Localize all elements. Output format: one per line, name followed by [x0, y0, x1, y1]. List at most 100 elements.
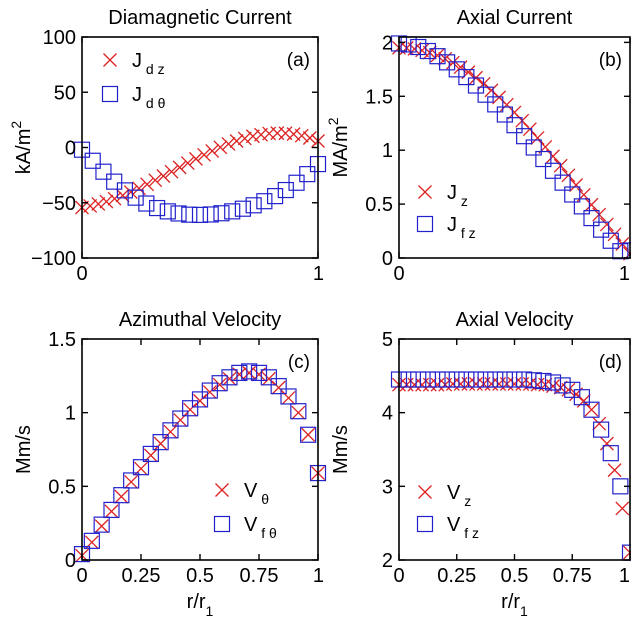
- data-point: [197, 147, 212, 162]
- data-point: [180, 156, 195, 171]
- axes-frame: [398, 36, 631, 259]
- data-point: [458, 69, 475, 86]
- y-tick-label: 0: [382, 248, 393, 270]
- data-point: [506, 117, 523, 134]
- data-point: [410, 371, 427, 388]
- data-point: [477, 86, 494, 103]
- x-tick-label: 1: [619, 263, 630, 285]
- y-tick-label: 1.5: [365, 86, 393, 108]
- data-point: [429, 371, 446, 388]
- data-point: [569, 178, 584, 192]
- legend-marker: [418, 485, 432, 499]
- data-point: [525, 139, 542, 156]
- data-point: [106, 173, 123, 190]
- x-tick-label: 0.25: [437, 565, 476, 587]
- data-point: [544, 374, 562, 391]
- data-point: [516, 128, 533, 145]
- data-point: [231, 364, 248, 381]
- data-point: [94, 519, 109, 534]
- data-point: [564, 186, 581, 203]
- y-axis-label: Mm/s: [330, 425, 352, 474]
- data-point: [439, 371, 456, 388]
- data-point: [593, 221, 610, 238]
- data-point: [93, 516, 110, 533]
- data-point: [83, 532, 100, 549]
- y-tick-label: 50: [54, 82, 76, 104]
- data-point: [516, 371, 533, 388]
- data-point: [593, 421, 610, 438]
- data-point: [573, 198, 590, 215]
- data-point: [91, 197, 106, 211]
- data-point: [182, 400, 199, 417]
- data-point: [507, 376, 522, 391]
- x-tick-label: 0: [76, 565, 87, 587]
- data-point: [261, 371, 276, 386]
- y-tick-label: 4: [382, 403, 393, 425]
- data-point: [445, 55, 460, 70]
- legend-marker: [416, 215, 434, 233]
- data-point: [123, 472, 140, 489]
- data-point: [234, 200, 252, 217]
- data-point: [256, 193, 273, 210]
- chart-title: Axial Velocity: [456, 309, 574, 331]
- legend: J z J f z: [416, 182, 476, 241]
- data-point: [469, 376, 483, 391]
- data-point: [535, 150, 552, 168]
- data-point: [213, 140, 228, 155]
- data-point: [290, 403, 307, 420]
- y-tick-label: 1: [382, 140, 393, 162]
- data-point: [95, 163, 112, 180]
- y-axis-label: Mm/s: [13, 425, 35, 474]
- data-point: [429, 48, 446, 65]
- data-point: [229, 134, 244, 148]
- data-point: [467, 371, 485, 388]
- data-point: [84, 152, 101, 169]
- data-point: [211, 375, 228, 392]
- data-point: [123, 185, 138, 199]
- data-point: [191, 391, 209, 408]
- data-point: [286, 127, 301, 142]
- legend: V θ V f θ: [213, 480, 277, 541]
- data-point: [202, 206, 219, 223]
- data-point: [183, 402, 198, 417]
- data-point: [400, 371, 417, 388]
- data-point: [202, 385, 217, 399]
- legend-marker: [213, 515, 231, 533]
- x-tick-label: 0: [393, 565, 404, 587]
- data-point: [492, 376, 507, 391]
- x-tick-label: 1: [313, 263, 324, 285]
- data-point: [407, 377, 422, 392]
- x-tick-label: 0.75: [553, 565, 592, 587]
- data-point: [156, 169, 171, 183]
- data-point: [159, 203, 176, 220]
- data-point: [132, 459, 150, 476]
- series-cross: [75, 126, 325, 215]
- y-tick-label: 2: [382, 32, 393, 54]
- data-point: [453, 376, 468, 391]
- data-point: [453, 60, 468, 75]
- data-point: [607, 463, 622, 478]
- x-tick-label: 1: [619, 565, 630, 587]
- data-point: [212, 377, 227, 392]
- legend-entry: J d θ: [132, 84, 166, 111]
- series-cross: [392, 40, 631, 261]
- data-point: [83, 198, 98, 213]
- legend: J d z J d θ: [101, 50, 166, 111]
- data-point: [477, 371, 494, 388]
- data-point: [584, 402, 599, 417]
- data-point: [221, 369, 238, 386]
- data-point: [115, 188, 130, 203]
- data-point: [415, 377, 430, 392]
- x-tick-label: 1: [313, 565, 324, 587]
- x-tick-label: 0.75: [240, 565, 279, 587]
- data-point: [138, 195, 155, 212]
- legend-entry: V f θ: [244, 514, 277, 541]
- data-point: [299, 166, 316, 183]
- data-point: [602, 445, 619, 462]
- y-tick-label: 0.5: [365, 194, 393, 216]
- data-point: [270, 378, 287, 395]
- y-tick-label: 100: [43, 27, 76, 49]
- data-point: [245, 129, 260, 144]
- legend-entry: J f z: [447, 214, 476, 241]
- y-tick-label: 0: [65, 138, 76, 160]
